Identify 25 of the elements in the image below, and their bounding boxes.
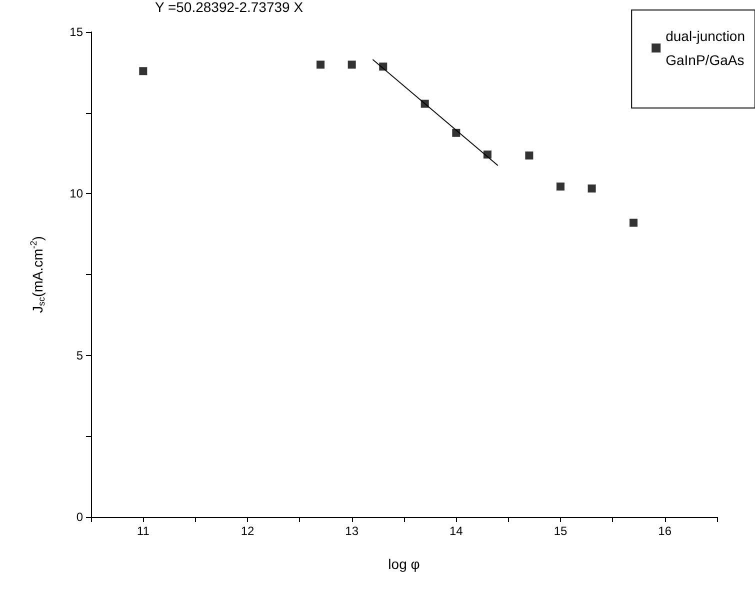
y-tick-label: 0 xyxy=(76,510,84,524)
point xyxy=(525,152,534,160)
text: Y =50.28392-2.73739 X xyxy=(155,0,304,15)
point xyxy=(348,60,356,69)
x-tick-label: 14 xyxy=(449,524,464,538)
x-tick-label: 12 xyxy=(240,524,254,538)
y-tick-label: 5 xyxy=(76,348,84,362)
point xyxy=(630,218,638,227)
point xyxy=(316,60,325,69)
point xyxy=(588,184,596,192)
point xyxy=(379,62,388,71)
x-tick-label: 16 xyxy=(658,524,672,538)
y-tick-label: 15 xyxy=(70,25,84,39)
x-axis-title: log φ xyxy=(388,556,420,572)
point xyxy=(452,128,460,137)
y-tick-label: 10 xyxy=(70,186,84,201)
legend-label: dual-junction GaInP/GaAs xyxy=(666,28,746,68)
x-tick-label: 11 xyxy=(136,524,150,538)
point xyxy=(420,100,429,108)
point xyxy=(139,67,148,76)
x-tick-label: 13 xyxy=(345,524,359,538)
y-axis-title: Jsc(mA.cm-2) xyxy=(28,236,46,313)
point xyxy=(556,182,564,191)
x-tick-label: 15 xyxy=(554,524,568,538)
point xyxy=(483,150,492,159)
